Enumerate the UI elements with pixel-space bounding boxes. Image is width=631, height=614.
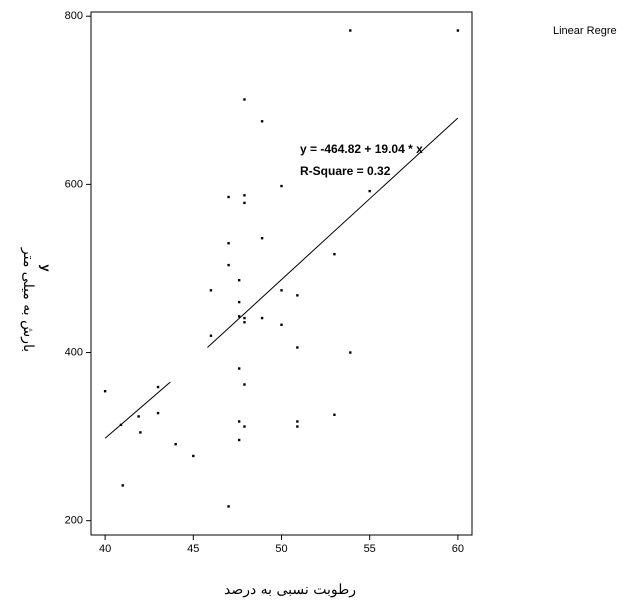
y-symbol: y xyxy=(39,264,54,272)
point xyxy=(209,334,213,337)
point xyxy=(260,236,264,240)
point xyxy=(349,29,352,32)
point xyxy=(103,390,107,393)
point xyxy=(156,385,160,389)
point xyxy=(280,184,283,188)
point xyxy=(368,189,371,193)
r-square: R-Square = 0.32 xyxy=(300,164,391,178)
point xyxy=(296,346,299,349)
point xyxy=(280,289,283,292)
x-tick-label: 60 xyxy=(452,543,464,555)
point xyxy=(227,263,230,267)
point xyxy=(243,194,246,197)
point xyxy=(260,120,264,123)
point xyxy=(227,195,230,199)
point xyxy=(333,252,336,256)
equation: y = -464.82 + 19.04 * x xyxy=(300,142,423,156)
point xyxy=(227,505,230,508)
x-axis-label: رطوبت نسبی به درصد xyxy=(224,582,356,598)
point xyxy=(280,323,283,326)
point xyxy=(349,351,352,354)
y-tick-label: 600 xyxy=(65,178,83,190)
y-tick-label: 400 xyxy=(65,346,83,358)
point xyxy=(174,442,177,446)
point xyxy=(243,321,246,324)
point xyxy=(456,29,460,32)
point xyxy=(333,413,336,416)
legend-text: Linear Regre xyxy=(553,25,617,37)
x-tick-label: 50 xyxy=(275,543,287,555)
y-tick-label: 800 xyxy=(65,10,83,22)
x-tick-label: 40 xyxy=(99,543,111,555)
y-tick-label: 200 xyxy=(65,515,83,527)
x-tick-label: 55 xyxy=(364,543,376,555)
point xyxy=(237,279,241,282)
point xyxy=(243,201,246,205)
point xyxy=(137,415,140,418)
point xyxy=(227,242,230,245)
point xyxy=(243,316,246,320)
point xyxy=(237,315,241,318)
point xyxy=(237,300,241,304)
point xyxy=(121,484,124,487)
fit-line xyxy=(104,381,171,439)
plot-frame xyxy=(90,11,473,536)
point xyxy=(243,98,246,101)
point xyxy=(243,383,246,386)
point xyxy=(139,431,142,434)
point xyxy=(237,420,241,423)
y-axis-label: بارش به میلی متر xyxy=(20,247,36,352)
point xyxy=(296,420,299,423)
fit-line xyxy=(207,117,459,348)
point xyxy=(296,294,299,297)
point xyxy=(192,454,195,458)
point xyxy=(296,425,299,428)
x-tick-label: 45 xyxy=(187,543,199,555)
point xyxy=(209,289,213,292)
point xyxy=(119,423,123,427)
point xyxy=(156,411,160,415)
point xyxy=(243,425,246,428)
point xyxy=(237,438,241,442)
point xyxy=(237,367,241,370)
point xyxy=(260,316,264,320)
